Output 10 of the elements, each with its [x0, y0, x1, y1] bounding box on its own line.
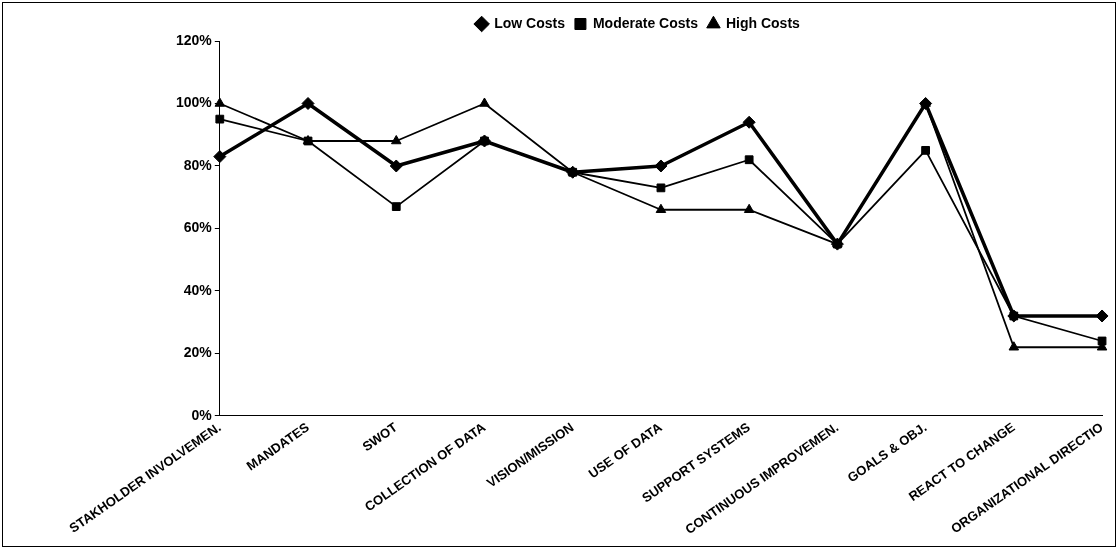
y-tick-label: 120%: [175, 31, 213, 48]
y-tick-label: 100%: [175, 94, 213, 111]
legend-label: Moderate Costs: [592, 14, 699, 31]
y-tick-label: 40%: [183, 281, 213, 298]
y-tick-label: 80%: [183, 156, 213, 173]
y-tick-label: 60%: [183, 219, 213, 236]
y-tick-label: 0%: [191, 406, 213, 423]
legend-label: Low Costs: [494, 14, 566, 31]
y-tick-label: 20%: [183, 344, 213, 361]
legend-label: High Costs: [725, 14, 801, 31]
